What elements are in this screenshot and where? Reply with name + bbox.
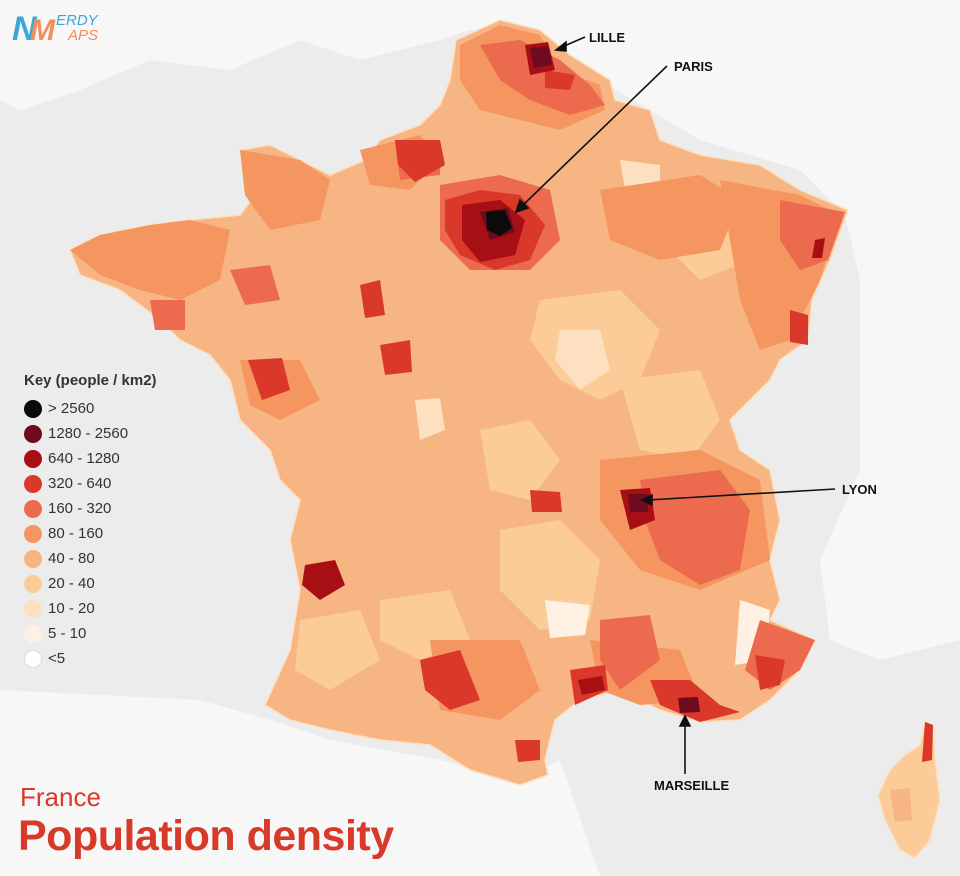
- legend-label: 160 - 320: [48, 500, 112, 517]
- legend-swatch: [24, 549, 42, 568]
- legend-label: 1280 - 2560: [48, 425, 129, 442]
- legend-swatch: [24, 524, 42, 543]
- legend-swatch: [24, 474, 42, 493]
- corsica: [877, 720, 941, 859]
- legend-label: 320 - 640: [48, 475, 112, 492]
- legend-item: > 2560: [24, 396, 157, 421]
- city-label-paris: PARIS: [674, 59, 713, 74]
- legend-item: 160 - 320: [24, 496, 157, 521]
- legend-item: 40 - 80: [24, 546, 157, 571]
- legend-title: Key (people / km2): [24, 372, 157, 389]
- annotation-lille: [553, 36, 586, 52]
- legend-item: 10 - 20: [24, 596, 157, 621]
- paris-core: [486, 210, 512, 236]
- legend-item: 640 - 1280: [24, 446, 157, 471]
- annotation-paris: [514, 65, 668, 214]
- legend-label: 40 - 80: [48, 550, 95, 567]
- legend-item: <5: [24, 646, 157, 671]
- legend-label: <5: [48, 650, 66, 667]
- legend-label: 20 - 40: [48, 575, 95, 592]
- legend-label: 5 - 10: [48, 625, 87, 642]
- annotation-lyon: [640, 488, 836, 507]
- legend-label: 80 - 160: [48, 525, 104, 542]
- legend-swatch: [24, 449, 42, 468]
- legend-swatch: [24, 424, 42, 443]
- logo-mark: N M ERDY APS: [12, 10, 99, 48]
- legend-swatch: [24, 574, 42, 593]
- legend-swatch: [24, 649, 42, 668]
- legend-label: 10 - 20: [48, 600, 95, 617]
- legend-swatch: [24, 599, 42, 618]
- annotation-marseille: [678, 714, 692, 774]
- legend-label: 640 - 1280: [48, 450, 120, 467]
- legend-swatch: [24, 399, 42, 418]
- city-annotations: [514, 36, 836, 774]
- legend-swatch: [24, 624, 42, 643]
- legend-item: 5 - 10: [24, 621, 157, 646]
- mainland-france: [69, 19, 849, 786]
- city-label-lille: LILLE: [589, 30, 625, 45]
- legend-label: > 2560: [48, 400, 95, 417]
- country-title: France: [20, 782, 101, 812]
- legend-items: > 2560 1280 - 2560 640 - 1280 320 - 640 160 …: [24, 396, 157, 671]
- logo-letter-n: N: [12, 10, 38, 46]
- legend: Key (people / km2) > 2560 1280 - 2560 640 …: [24, 372, 157, 671]
- city-label-marseille: MARSEILLE: [654, 778, 729, 793]
- logo-text-bottom: APS: [67, 27, 98, 44]
- legend-item: 1280 - 2560: [24, 421, 157, 446]
- logo-text-top: ERDY: [56, 12, 99, 29]
- legend-item: 320 - 640: [24, 471, 157, 496]
- legend-item: 20 - 40: [24, 571, 157, 596]
- city-label-lyon: LYON: [842, 482, 877, 497]
- logo-letter-m: M: [30, 14, 56, 46]
- legend-swatch: [24, 499, 42, 518]
- legend-item: 80 - 160: [24, 521, 157, 546]
- main-title: Population density: [18, 812, 394, 860]
- nerdy-maps-logo: N M ERDY APS: [10, 6, 120, 51]
